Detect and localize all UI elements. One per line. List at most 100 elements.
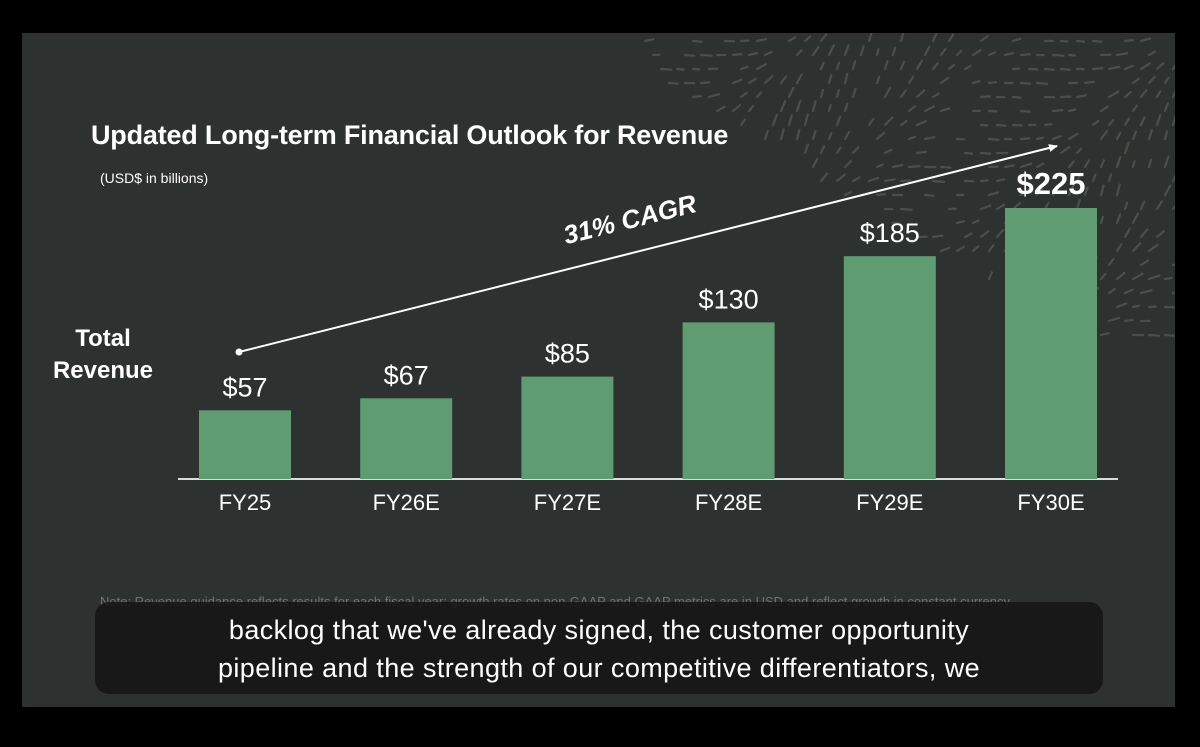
pattern-stroke [1067, 184, 1075, 197]
x-tick-fy28e: FY28E [695, 490, 762, 515]
pattern-stroke [843, 130, 851, 141]
pattern-stroke [1099, 215, 1104, 225]
pattern-stroke [1115, 52, 1129, 57]
pattern-stroke [763, 75, 774, 85]
pattern-stroke [995, 228, 1005, 239]
pattern-stroke [1067, 160, 1075, 169]
pattern-stroke [795, 73, 803, 85]
bar-fy26e [360, 398, 453, 479]
pattern-stroke [1107, 316, 1120, 323]
pattern-stroke [1091, 67, 1104, 71]
pattern-stroke [979, 204, 992, 211]
pattern-stroke [995, 178, 1006, 183]
pattern-stroke [779, 100, 787, 113]
pattern-stroke [995, 123, 1007, 127]
pattern-stroke [851, 146, 860, 155]
bars-group: $57 FY25 $67 FY26E $85 FY27E $130 FY28E $185 FY29… [199, 166, 1097, 515]
pattern-stroke [1163, 184, 1172, 197]
pattern-stroke [1163, 130, 1169, 141]
x-tick-fy25: FY25 [219, 490, 272, 515]
pattern-stroke [891, 221, 902, 225]
pattern-stroke [987, 271, 993, 281]
pattern-stroke [1011, 123, 1023, 127]
chart-title: Updated Long-term Financial Outlook for … [91, 120, 729, 150]
pattern-stroke [907, 135, 917, 141]
pattern-stroke [787, 86, 795, 99]
x-tick-fy30e: FY30E [1017, 490, 1084, 515]
pattern-stroke [907, 165, 921, 169]
pattern-stroke [971, 245, 980, 253]
pattern-stroke [755, 63, 767, 71]
pattern-stroke [1163, 333, 1175, 337]
pattern-stroke [1107, 258, 1115, 267]
pattern-stroke [795, 129, 801, 141]
pattern-stroke [1059, 145, 1071, 155]
pattern-stroke [1123, 64, 1134, 71]
pattern-stroke [1035, 162, 1045, 169]
pattern-stroke [923, 105, 935, 113]
pattern-stroke [1075, 199, 1081, 211]
pattern-stroke [731, 78, 743, 85]
pattern-stroke [899, 33, 905, 43]
pattern-stroke [1155, 62, 1165, 71]
pattern-stroke [1019, 137, 1031, 141]
pattern-stroke [995, 203, 1006, 211]
pattern-stroke [955, 245, 965, 253]
pattern-stroke [1051, 53, 1065, 57]
pattern-stroke [1067, 53, 1077, 57]
bar-fy27e [521, 376, 614, 479]
pattern-stroke [1107, 173, 1113, 183]
pattern-stroke [875, 131, 886, 141]
pattern-stroke [811, 45, 820, 57]
pattern-stroke [1115, 155, 1122, 169]
pattern-stroke [1147, 128, 1153, 141]
pattern-stroke [987, 191, 999, 197]
pattern-stroke [1147, 75, 1156, 85]
data-label-fy28e: $130 [699, 284, 759, 314]
pattern-stroke [835, 61, 841, 71]
pattern-stroke [963, 64, 972, 71]
pattern-stroke [731, 53, 743, 57]
pattern-stroke [843, 44, 850, 57]
caption-line-1: backlog that we've already signed, the c… [228, 615, 970, 645]
pattern-stroke [675, 67, 685, 71]
pattern-stroke [1115, 131, 1122, 141]
pattern-stroke [843, 72, 849, 85]
pattern-stroke [1115, 243, 1123, 253]
pattern-stroke [923, 136, 936, 141]
pattern-stroke [979, 230, 990, 239]
pattern-stroke [915, 150, 928, 155]
pattern-stroke [1131, 242, 1142, 253]
pattern-stroke [771, 113, 778, 127]
pattern-stroke [779, 75, 788, 85]
pattern-stroke [803, 35, 812, 43]
pattern-stroke [739, 91, 748, 99]
pattern-stroke [1163, 276, 1173, 281]
pattern-stroke [987, 137, 1000, 141]
pattern-stroke [699, 81, 711, 85]
revenue-bar-chart: 31% CAGR $57FY25$67FY26E$85FY27E$130FY28… [178, 144, 1118, 515]
pattern-stroke [1035, 81, 1049, 86]
pattern-stroke [939, 48, 947, 57]
pattern-stroke [827, 44, 835, 57]
pattern-stroke [811, 99, 817, 113]
pattern-stroke [1091, 119, 1100, 127]
pattern-stroke [947, 33, 955, 43]
pattern-stroke [883, 148, 893, 155]
pattern-stroke [787, 36, 797, 43]
pattern-stroke [827, 73, 833, 85]
pattern-stroke [851, 87, 857, 99]
pattern-stroke [907, 105, 917, 113]
pattern-stroke [1163, 102, 1170, 113]
pattern-stroke [835, 115, 842, 127]
pattern-stroke [843, 191, 852, 197]
pattern-stroke [1075, 172, 1083, 183]
pattern-stroke [971, 49, 982, 57]
pattern-stroke [883, 178, 896, 183]
pattern-stroke [931, 62, 939, 71]
pattern-stroke [1019, 188, 1030, 197]
pattern-stroke [971, 80, 981, 85]
pattern-stroke [739, 65, 749, 71]
pattern-stroke [1163, 76, 1170, 85]
data-label-fy25: $57 [222, 372, 267, 402]
